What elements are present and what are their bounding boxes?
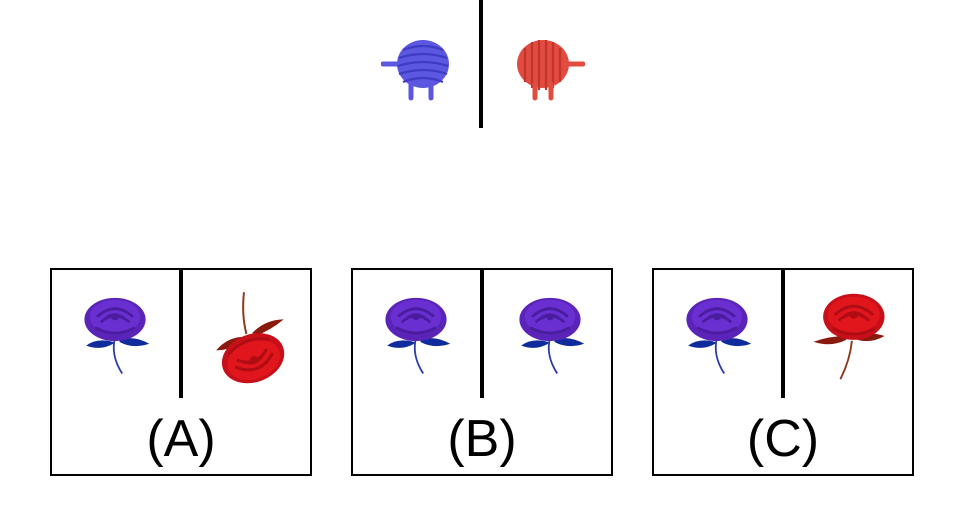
option-b-label: (B) — [447, 410, 517, 468]
option-a-label: (A) — [146, 410, 216, 468]
prompt-divider — [479, 0, 483, 128]
purple-rose-icon — [505, 288, 595, 378]
blue-yarn-icon — [381, 28, 461, 108]
option-c-box[interactable]: (C) — [652, 268, 914, 476]
purple-rose-icon — [672, 288, 762, 378]
option-b-box[interactable]: (B) — [351, 268, 613, 476]
option-a-box[interactable]: (A) — [50, 268, 312, 476]
purple-rose-icon — [371, 288, 461, 378]
option-b-divider — [480, 270, 484, 398]
option-a-divider — [179, 270, 183, 398]
red-rose-upside-down-icon — [186, 274, 314, 402]
option-c-divider — [781, 270, 785, 398]
prompt-panel — [375, 0, 590, 130]
purple-rose-icon — [70, 288, 160, 378]
red-yarn-icon — [505, 28, 585, 108]
red-rose-icon — [802, 288, 898, 384]
option-c-label: (C) — [746, 410, 820, 468]
